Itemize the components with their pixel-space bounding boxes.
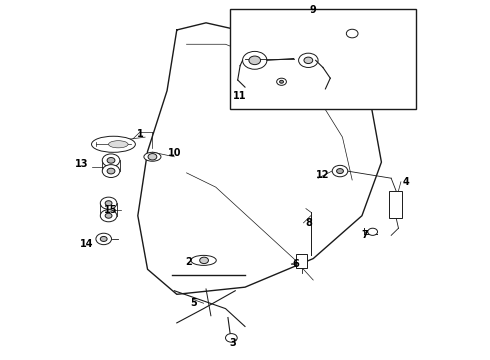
Text: 8: 8 [305, 218, 312, 228]
Text: 6: 6 [293, 259, 299, 269]
Circle shape [100, 210, 117, 222]
Circle shape [280, 80, 284, 83]
Circle shape [277, 78, 287, 85]
Circle shape [304, 57, 313, 64]
Text: 10: 10 [168, 148, 181, 158]
Bar [230, 9, 416, 109]
Ellipse shape [92, 136, 135, 152]
Text: 1: 1 [137, 129, 144, 139]
Text: 9: 9 [310, 5, 317, 15]
Text: 14: 14 [80, 239, 94, 249]
Circle shape [102, 154, 120, 167]
Circle shape [105, 201, 112, 206]
Bar [389, 191, 402, 217]
Circle shape [298, 53, 318, 67]
Ellipse shape [109, 141, 128, 148]
Ellipse shape [191, 255, 216, 265]
Circle shape [337, 168, 343, 174]
Circle shape [225, 334, 237, 342]
Text: 11: 11 [233, 91, 247, 101]
Circle shape [100, 237, 107, 242]
Text: 5: 5 [191, 298, 197, 308]
Circle shape [346, 29, 358, 38]
Circle shape [100, 197, 117, 209]
Circle shape [249, 56, 261, 64]
Text: 4: 4 [402, 177, 409, 187]
Ellipse shape [144, 152, 161, 161]
Text: 2: 2 [186, 257, 193, 267]
Bar [296, 254, 307, 267]
Circle shape [102, 165, 120, 177]
Circle shape [368, 228, 377, 235]
Circle shape [332, 165, 348, 177]
Circle shape [243, 51, 267, 69]
Circle shape [107, 157, 115, 163]
Text: 15: 15 [104, 205, 118, 215]
Circle shape [148, 154, 157, 160]
Circle shape [96, 233, 112, 245]
Text: 12: 12 [316, 170, 330, 180]
Text: 13: 13 [75, 159, 89, 169]
Circle shape [200, 257, 208, 264]
Text: 3: 3 [229, 338, 236, 347]
Text: 7: 7 [361, 230, 368, 240]
Circle shape [105, 213, 112, 218]
Circle shape [107, 168, 115, 174]
